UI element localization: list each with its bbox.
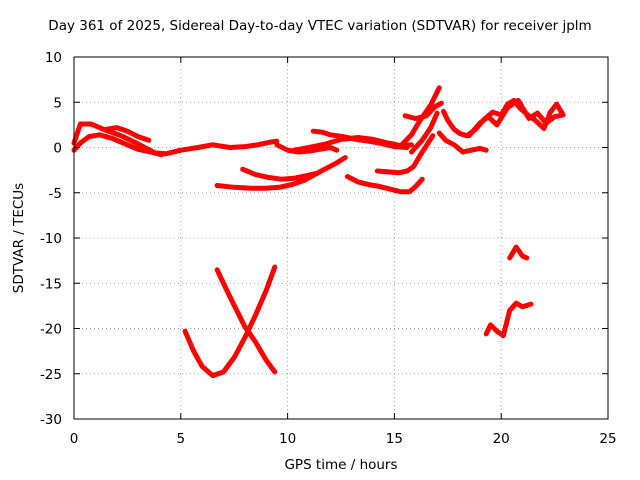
axis-ticks: 0 5 10 15 20 25 -30 -25 -20 -15 -10 -5 0 5 10 xyxy=(40,50,617,447)
y-tick-label: -15 xyxy=(40,276,62,292)
y-tick-label: -20 xyxy=(40,322,62,338)
series-arc-10 xyxy=(214,155,348,191)
series-arc-1 xyxy=(71,121,280,157)
x-tick-label: 5 xyxy=(177,431,186,447)
series-arc-2 xyxy=(71,132,165,158)
y-axis-label: SDTVAR / TECUs xyxy=(11,182,27,294)
series-arc-9 xyxy=(409,110,440,155)
series-arc-8 xyxy=(402,100,444,121)
data-series xyxy=(71,85,566,379)
series-arc-4 xyxy=(274,142,340,155)
x-tick-label: 0 xyxy=(70,431,79,447)
y-tick-label: 5 xyxy=(53,95,62,111)
y-tick-label: -30 xyxy=(40,412,62,428)
chart-title: Day 361 of 2025, Sidereal Day-to-day VTE… xyxy=(48,18,592,34)
x-tick-label: 10 xyxy=(279,431,296,447)
y-tick-label: -10 xyxy=(40,231,62,247)
series-arc-19 xyxy=(483,300,534,339)
y-tick-label: 0 xyxy=(53,141,62,157)
series-arc-7 xyxy=(398,85,442,149)
grid-lines xyxy=(74,57,608,419)
x-tick-label: 15 xyxy=(386,431,403,447)
series-arc-17 xyxy=(214,267,278,375)
series-arc-11 xyxy=(240,166,318,182)
series-arc-12 xyxy=(344,174,425,195)
series-arc-3 xyxy=(103,125,152,143)
x-tick-label: 20 xyxy=(493,431,510,447)
y-tick-label: -25 xyxy=(40,367,62,383)
series-arc-20 xyxy=(507,244,530,261)
series-arc-16 xyxy=(466,97,566,139)
y-tick-label: -5 xyxy=(49,186,62,202)
y-tick-label: 10 xyxy=(45,50,62,66)
x-axis-label: GPS time / hours xyxy=(284,457,398,473)
series-arc-18 xyxy=(182,264,278,379)
series-arc-14 xyxy=(436,130,489,155)
x-tick-label: 25 xyxy=(599,431,616,447)
series-arc-6 xyxy=(291,135,414,153)
series-arc-13 xyxy=(374,133,436,176)
